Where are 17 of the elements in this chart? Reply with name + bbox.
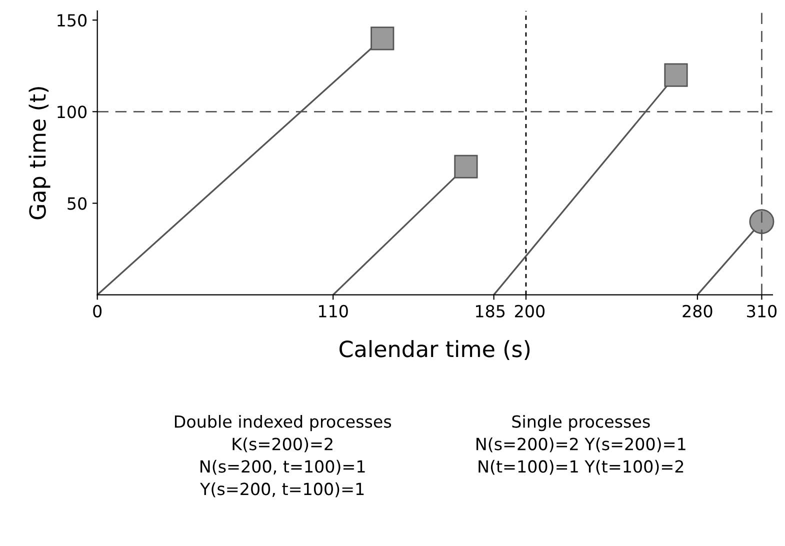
text: Double indexed processes K(s=200)=2 N(s=200, t=100)=1 Y(s=200, t=100)=1 bbox=[174, 414, 392, 498]
x-tick-label: 280 bbox=[682, 304, 712, 318]
x-tick-label: 0 bbox=[93, 304, 102, 318]
point bbox=[370, 26, 394, 50]
x-tick-label: 110 bbox=[319, 304, 348, 318]
y-tick-label: 100 bbox=[58, 106, 87, 118]
y-tick-label: 50 bbox=[68, 197, 87, 210]
x-axis-title: Calendar time (s) bbox=[340, 340, 530, 360]
x-tick-label: 185 bbox=[476, 304, 505, 318]
x-tick-label: 200 bbox=[515, 304, 545, 318]
point bbox=[454, 154, 478, 178]
x-tick-label: 310 bbox=[747, 304, 777, 318]
text: Single processes N(s=200)=2 Y(s=200)=1 N(t=100)=1 Y(t=100)=2 bbox=[476, 414, 686, 475]
y-tick-label: 150 bbox=[58, 14, 87, 27]
point bbox=[664, 63, 688, 87]
point bbox=[749, 209, 774, 234]
y-axis-title: Gap time (t) bbox=[28, 87, 50, 220]
